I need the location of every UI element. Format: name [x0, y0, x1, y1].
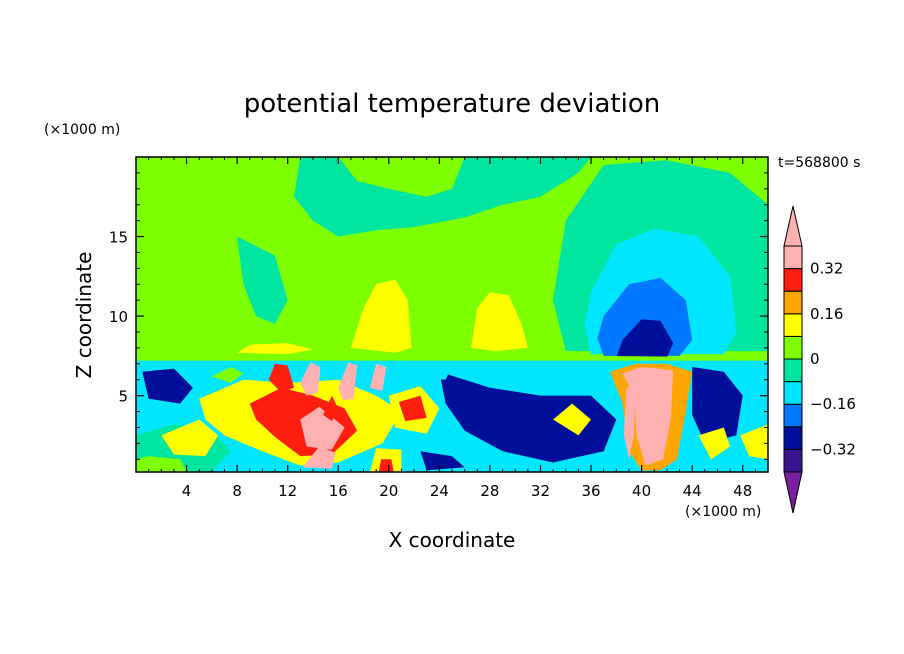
- y-axis-ticks: 5 10 15: [109, 172, 768, 460]
- y-tick-label: 10: [109, 308, 128, 326]
- colorbar-segment: [783, 426, 803, 450]
- contour-region-30: [698, 427, 731, 460]
- contour-region-5: [616, 319, 674, 358]
- contour-region-9: [136, 355, 768, 361]
- colorbar-segment: [783, 381, 803, 405]
- contour-region-32: [136, 456, 187, 472]
- x-axis-ticks: 4 8 12 16 20 24 28 32 36 40 44 48: [148, 157, 756, 500]
- colorbar-segment: [783, 335, 803, 360]
- contour-region-7: [471, 292, 528, 352]
- y-tick-label: 5: [118, 388, 128, 406]
- x-tick-label: 12: [278, 482, 297, 500]
- colorbar-segment: [783, 268, 803, 292]
- colorbar-tick-label: 0.32: [810, 260, 843, 278]
- colorbar: 0.32 0.16 0 −0.16 −0.32: [783, 205, 856, 514]
- colorbar-tick-label: −0.32: [810, 440, 856, 458]
- contour-region-14: [420, 451, 465, 471]
- x-tick-label: 36: [581, 482, 600, 500]
- colorbar-segment: [783, 245, 803, 270]
- x-tick-label: 8: [232, 482, 242, 500]
- x-tick-label: 28: [480, 482, 499, 500]
- contour-region-25: [553, 403, 591, 436]
- contour-region-34: [300, 362, 321, 396]
- x-tick-label: 4: [182, 482, 192, 500]
- contour-region-18: [300, 406, 345, 450]
- colorbar-segment: [783, 290, 803, 315]
- contour-region-39: [211, 367, 244, 383]
- contour-region-13: [142, 368, 193, 404]
- contour-region-20: [161, 419, 219, 457]
- x-tick-label: 16: [329, 482, 348, 500]
- y-axis-label: Z coordinate: [72, 252, 96, 379]
- contour-region-33: [268, 363, 294, 393]
- colorbar-segment: [783, 313, 803, 337]
- colorbar-segment: [783, 403, 803, 428]
- contour-region-37: [323, 395, 339, 422]
- contour-region-28: [641, 370, 665, 460]
- colorbar-extend-low: [783, 471, 803, 514]
- x-tick-label: 40: [632, 482, 651, 500]
- contour-region-24: [378, 459, 394, 472]
- contour-region-31: [740, 424, 768, 460]
- contour-region-35: [338, 362, 358, 401]
- x-tick-label: 24: [430, 482, 449, 500]
- colorbar-tick-label: 0.16: [810, 305, 843, 323]
- contour-region-22: [398, 395, 427, 422]
- colorbar-extend-high: [783, 205, 803, 247]
- contour-region-29: [623, 382, 636, 460]
- contour-region-12: [692, 367, 743, 444]
- chart-title: potential temperature deviation: [244, 89, 660, 119]
- contour-region-38: [414, 363, 452, 380]
- x-tick-label: 20: [379, 482, 398, 500]
- y-tick-label: 15: [109, 229, 128, 247]
- x-axis-label: X coordinate: [389, 528, 516, 552]
- contour-field: [136, 157, 768, 472]
- contour-region-8: [237, 343, 313, 355]
- x-tick-label: 32: [531, 482, 550, 500]
- x-tick-label: 48: [733, 482, 752, 500]
- colorbar-tick-label: 0: [810, 350, 820, 368]
- contour-region-36: [369, 363, 387, 391]
- x-unit-label: (×1000 m): [685, 504, 761, 520]
- contour-region-1: [237, 236, 288, 324]
- contour-region-6: [350, 279, 412, 353]
- colorbar-segment: [783, 358, 803, 383]
- time-label: t=568800 s: [778, 155, 860, 171]
- colorbar-segment: [783, 448, 803, 473]
- contour-region-0: [294, 157, 591, 237]
- y-unit-label: (×1000 m): [44, 122, 120, 138]
- x-tick-label: 44: [683, 482, 702, 500]
- contour-region-19: [302, 446, 336, 469]
- colorbar-tick-label: −0.16: [810, 395, 856, 413]
- contour-region-11: [439, 371, 617, 463]
